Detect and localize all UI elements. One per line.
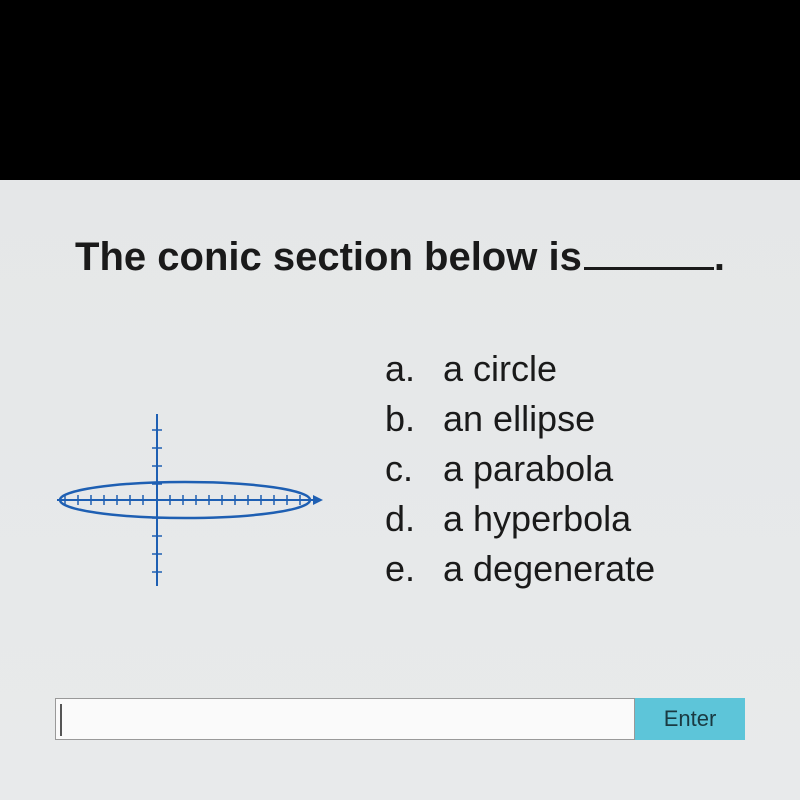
question-title: The conic section below is. [0, 235, 800, 280]
option-letter: a. [385, 348, 443, 390]
diagram-svg [45, 390, 325, 610]
content-area: The conic section below is. [0, 180, 800, 800]
option-text: a hyperbola [443, 498, 631, 540]
blank-underline [584, 267, 714, 270]
conic-diagram [45, 390, 325, 610]
option-letter: b. [385, 398, 443, 440]
option-letter: e. [385, 548, 443, 590]
input-cursor [60, 704, 62, 736]
option-text: a degenerate [443, 548, 655, 590]
answer-bar: Enter [55, 698, 745, 740]
option-e[interactable]: e. a degenerate [385, 548, 765, 590]
option-text: an ellipse [443, 398, 595, 440]
option-d[interactable]: d. a hyperbola [385, 498, 765, 540]
question-suffix: . [714, 235, 725, 279]
x-axis-arrow [313, 495, 323, 505]
answer-input[interactable] [55, 698, 635, 740]
option-letter: d. [385, 498, 443, 540]
enter-button-label: Enter [664, 706, 717, 732]
option-c[interactable]: c. a parabola [385, 448, 765, 490]
option-a[interactable]: a. a circle [385, 348, 765, 390]
option-letter: c. [385, 448, 443, 490]
option-text: a circle [443, 348, 557, 390]
enter-button[interactable]: Enter [635, 698, 745, 740]
option-text: a parabola [443, 448, 613, 490]
options-list: a. a circle b. an ellipse c. a parabola … [385, 348, 765, 598]
question-prefix: The conic section below is [75, 235, 582, 279]
option-b[interactable]: b. an ellipse [385, 398, 765, 440]
